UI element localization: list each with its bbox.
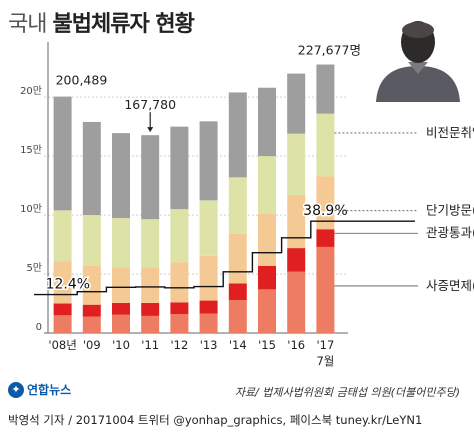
x-axis: '08년 '09 '10 '11 '12 '13 '14 '15 '16 '17 7월 [48,338,334,368]
x-tick-label: '13 [200,338,218,352]
bar-segment [287,133,306,196]
share-label: 12.4% [46,277,90,293]
bar-segment [316,64,335,114]
x-tick-label: '15 [258,338,276,352]
bar-segment [228,233,247,284]
share-label: 38.9% [303,203,347,219]
total-arrowhead [147,127,154,133]
bar-segment [53,315,72,333]
bar-segment [112,133,130,219]
y-tick-label: 15만 [20,144,42,156]
bars [53,64,335,333]
bar-segment [112,302,130,315]
bar-segment [141,315,160,333]
bar-segment [170,209,189,263]
bar-segment [82,121,101,216]
bar-segment [228,92,247,178]
bar-segment [170,302,189,315]
bar-segment [287,248,306,272]
x-tick-label: '09 [83,338,101,352]
overlay: 200,489 167,780 227,677명 12.4% 38.9% 비전문취업(E-… [34,43,474,296]
logo-icon: ✦ [8,381,24,398]
bar-segment [112,218,130,268]
bar-segment [82,215,101,266]
bar-segment [316,113,335,177]
bar-segment [53,210,72,262]
total-label: 200,489 [56,73,108,88]
x-tick-label: '17 [317,338,335,352]
y-tick-label: 20만 [20,85,42,97]
y-tick-label: 5만 [26,262,42,274]
x-tick-label: '14 [229,338,247,352]
bar-segment [316,176,335,230]
bar-segment [53,261,72,304]
bar-segment [170,126,189,210]
legend-label: 비전문취업(E-9) [426,125,474,140]
legend-label: 사증면제(B-1) [426,278,474,293]
bar-segment [82,265,101,305]
y-tick-label: 0 [36,322,42,333]
bar-segment [112,267,130,303]
bar-segment [258,213,276,266]
x-tick-label: '11 [141,338,159,352]
chart-title: 국내 불법체류자 현황 [8,6,195,38]
title-main: 불법체류자 현황 [52,12,194,37]
person-illustration [370,6,466,102]
bar-segment [141,267,160,303]
bar-segment [82,304,101,317]
chart-area: 0 5만 10만 15만 20만 '08년 '09 '10 '11 '12 '13 '14 '15 '1… [20,42,474,368]
legend-label: 관광통과(B-2) [426,225,474,240]
bar-segment [53,303,72,316]
bar-segment [112,314,130,333]
x-tick-label: '08년 [48,338,76,352]
x-tick-label: '16 [287,338,305,352]
legend-label: 단기방문(C-3) [426,203,474,218]
bar-segment [228,283,247,300]
bar-segment [258,87,276,157]
title-prefix: 국내 [8,12,47,37]
bar-segment [170,262,189,303]
x-tick-label: '12 [171,338,189,352]
source-note: 자료/ 법제사법위원회 금태섭 의원(더불어민주당) [234,386,460,399]
y-tick-label: 10만 [20,203,42,215]
bar-segment [141,302,160,316]
bar-segment [199,313,218,333]
bar-segment [287,73,306,134]
bar-segment [258,156,276,214]
person-body [376,66,460,102]
agency-logo: ✦ 연합뉴스 [8,381,71,398]
bar-segment [199,200,218,256]
x-tick-sublabel: 7월 [316,354,334,368]
bar-segment [228,177,247,234]
total-label: 227,677명 [298,43,361,58]
bar-segment [287,195,306,249]
bar-segment [141,219,160,268]
bar-segment [82,316,101,333]
bar-segment [287,271,306,333]
bar-segment [316,229,335,247]
y-axis: 0 5만 10만 15만 20만 [20,42,49,333]
logo-text: 연합뉴스 [27,383,72,397]
bar-segment [316,246,335,333]
total-label: 167,780 [124,97,176,112]
bar-segment [199,121,218,201]
share-step-line [34,220,415,296]
x-tick-label: '10 [112,338,130,352]
bar-segment [199,300,218,314]
bar-segment [199,255,218,301]
bar-segment [53,96,72,211]
bar-segment [258,289,276,333]
bar-segment [228,299,247,333]
bar-segment [141,135,160,220]
bar-segment [258,265,276,290]
bar-segment [170,314,189,333]
credit-line: 박영석 기자 / 20171004 트위터 @yonhap_graphics, … [8,413,423,427]
